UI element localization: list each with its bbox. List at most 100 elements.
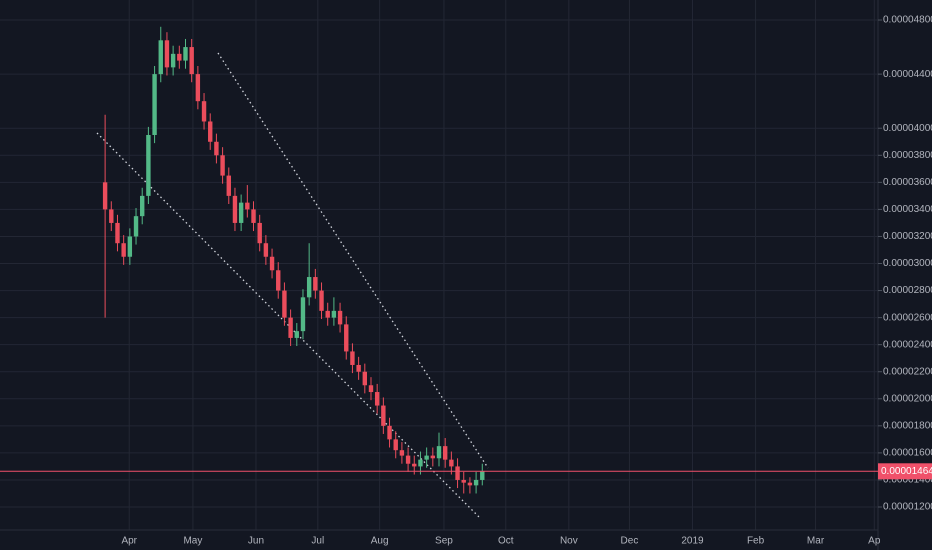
candle-body	[226, 175, 231, 196]
x-tick-label: Oct	[498, 536, 514, 547]
candle-body	[208, 121, 213, 142]
price-label: 0.00001464	[881, 466, 932, 477]
candle-body	[140, 195, 145, 217]
candle-body	[232, 195, 238, 223]
y-tick-label: 0.00003800	[883, 150, 932, 161]
x-tick-label: Jun	[248, 536, 264, 547]
candle-body	[170, 53, 176, 68]
candle-body	[276, 270, 281, 291]
candle-body	[325, 310, 330, 318]
candle-body	[257, 222, 262, 244]
candle-body	[177, 53, 182, 61]
candle-body	[294, 331, 299, 338]
candle-body	[164, 40, 170, 68]
candle-body	[238, 202, 244, 223]
y-tick-label: 0.00001400	[883, 475, 932, 486]
candle-body	[313, 277, 318, 291]
candle-body	[102, 182, 108, 210]
candle-body	[189, 47, 194, 75]
candle-body	[449, 459, 454, 467]
candle-body	[455, 466, 460, 480]
candle-body	[393, 439, 398, 451]
candle-body	[473, 479, 479, 486]
candle-body	[480, 471, 485, 480]
candle-body	[405, 455, 411, 464]
candle-body	[337, 310, 343, 325]
candle-body	[399, 450, 405, 456]
y-tick-label: 0.00003200	[883, 231, 932, 242]
x-tick-label: Dec	[621, 536, 639, 547]
candle-body	[121, 243, 126, 257]
x-tick-label: Mar	[807, 536, 825, 547]
candle-body	[214, 141, 219, 156]
grid	[0, 0, 878, 530]
y-tick-label: 0.00003400	[883, 204, 932, 215]
candle-body	[436, 446, 442, 459]
candle-body	[288, 317, 293, 338]
candle-body	[183, 47, 188, 61]
y-tick-label: 0.00004800	[883, 15, 932, 26]
candle-body	[220, 155, 225, 176]
trend-line	[96, 132, 481, 519]
candle-body	[442, 446, 448, 460]
y-tick-label: 0.00002200	[883, 366, 932, 377]
x-tick-label: Apr	[121, 536, 137, 547]
candle-body	[319, 290, 324, 311]
candle-body	[195, 74, 201, 102]
candle-body	[152, 74, 157, 136]
candle-body	[146, 135, 151, 196]
x-tick-label: May	[183, 536, 202, 547]
candle-body	[368, 385, 374, 393]
y-tick-label: 0.00002800	[883, 285, 932, 296]
candle-body	[430, 455, 436, 459]
candle-body	[245, 202, 250, 210]
y-tick-label: 0.00002000	[883, 393, 932, 404]
candle-body	[115, 222, 120, 244]
y-tick-label: 0.00003000	[883, 258, 932, 269]
candle-body	[424, 455, 429, 460]
x-tick-label: Ap	[868, 536, 881, 547]
candle-body	[362, 371, 368, 386]
candle-body	[109, 209, 114, 223]
y-tick-label: 0.00002600	[883, 312, 932, 323]
candle-body	[282, 290, 287, 318]
candle-body	[374, 392, 380, 406]
y-tick-label: 0.00003600	[883, 177, 932, 188]
candle-body	[331, 310, 337, 318]
candles	[102, 26, 485, 494]
candle-body	[412, 463, 417, 467]
candle-body	[300, 297, 306, 332]
y-tick-label: 0.00001800	[883, 420, 932, 431]
candle-body	[306, 277, 312, 298]
candle-body	[350, 351, 355, 365]
candle-body	[467, 482, 473, 486]
x-tick-label: Jul	[311, 536, 324, 547]
candle-body	[344, 324, 349, 352]
candle-body	[461, 479, 466, 483]
x-tick-label: Aug	[371, 536, 389, 547]
x-tick-label: Nov	[560, 536, 578, 547]
candle-body	[133, 216, 139, 237]
candle-body	[269, 256, 275, 271]
candle-body	[127, 236, 133, 257]
candle-body	[418, 459, 423, 467]
candle-body	[381, 405, 386, 426]
x-tick-label: Sep	[435, 536, 453, 547]
trend-line	[217, 52, 489, 469]
price-label-box	[878, 463, 932, 480]
y-tick-label: 0.00004400	[883, 69, 932, 80]
y-tick-label: 0.00004000	[883, 123, 932, 134]
candle-body	[263, 243, 269, 257]
y-tick-label: 0.00001600	[883, 448, 932, 459]
x-tick-label: 2019	[681, 536, 704, 547]
candle-body	[201, 101, 207, 122]
x-tick-label: Feb	[747, 536, 765, 547]
candle-body	[158, 40, 163, 75]
candle-body	[356, 364, 361, 372]
y-tick-label: 0.00001200	[883, 502, 932, 513]
y-tick-label: 0.00002400	[883, 339, 932, 350]
candle-body	[387, 425, 392, 440]
